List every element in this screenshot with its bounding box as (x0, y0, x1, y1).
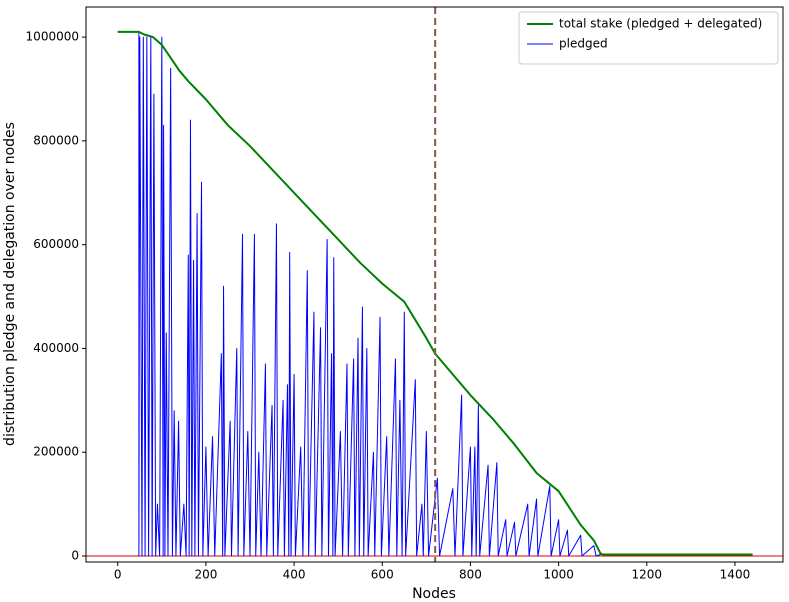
y-tick-label: 600000 (33, 237, 79, 251)
x-tick-label: 0 (114, 568, 122, 582)
x-tick-label: 600 (371, 568, 394, 582)
series-line (117, 30, 753, 556)
x-tick-label: 400 (283, 568, 306, 582)
plot-area (86, 7, 783, 562)
y-tick-label: 0 (71, 549, 79, 563)
legend-label: pledged (559, 37, 608, 51)
x-tick-label: 1400 (720, 568, 751, 582)
x-axis-label: Nodes (412, 586, 456, 602)
x-tick-label: 200 (194, 568, 217, 582)
plot-frame (85, 6, 784, 563)
y-tick-label: 200000 (33, 445, 79, 459)
y-axis-label: distribution pledge and delegation over … (2, 122, 18, 446)
x-tick-label: 800 (459, 568, 482, 582)
y-tick-label: 1000000 (26, 30, 79, 44)
y-tick-label: 800000 (33, 133, 79, 147)
series-line (117, 31, 753, 557)
legend-box (518, 11, 779, 65)
y-tick-label: 400000 (33, 341, 79, 355)
legend-label: total stake (pledged + delegated) (559, 17, 762, 31)
x-tick-label: 1200 (632, 568, 663, 582)
x-tick-label: 1000 (543, 568, 574, 582)
